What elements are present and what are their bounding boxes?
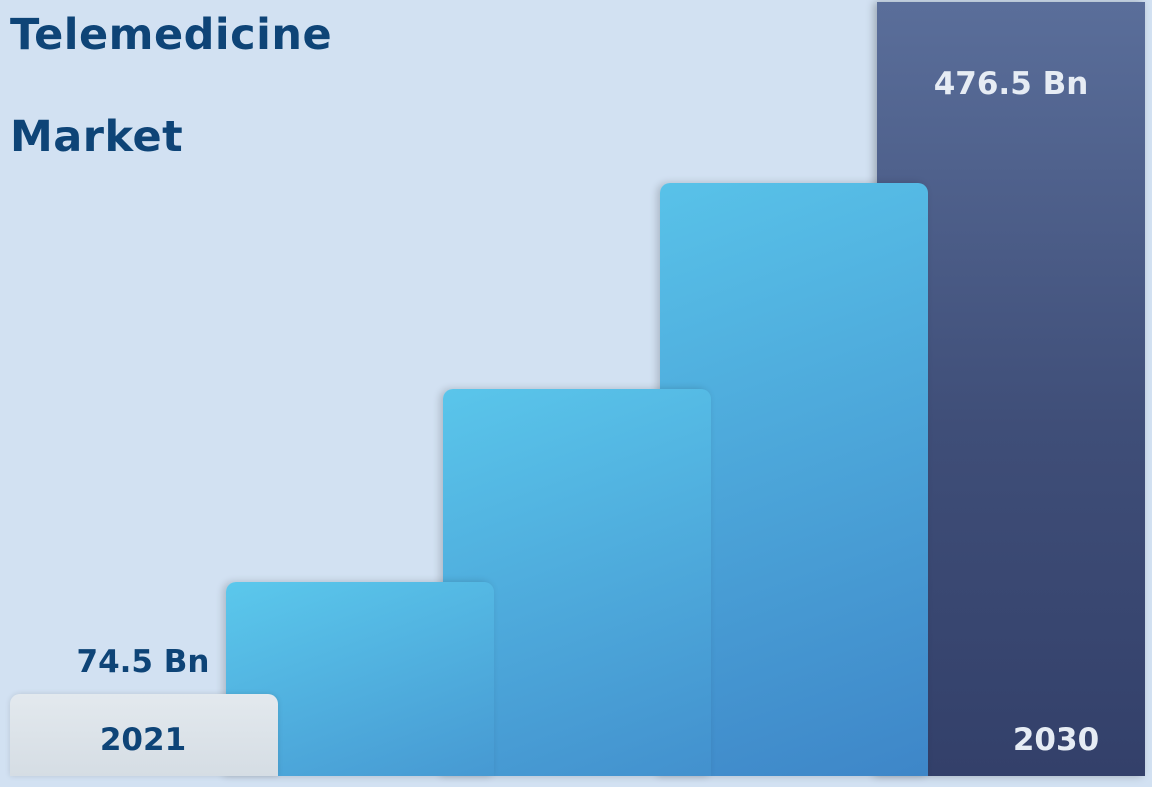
category-label-1: 2021 xyxy=(99,722,187,758)
chart-title-line-1: Telemedicine xyxy=(10,10,333,60)
value-label-1: 74.5 Bn xyxy=(76,644,210,680)
bar-1 xyxy=(10,694,278,776)
chart-baseline xyxy=(0,776,1152,787)
value-label-5: 476.5 Bn xyxy=(933,66,1089,102)
chart-title-line-2: Market xyxy=(10,112,184,162)
category-label-5: 2030 xyxy=(1012,722,1100,758)
